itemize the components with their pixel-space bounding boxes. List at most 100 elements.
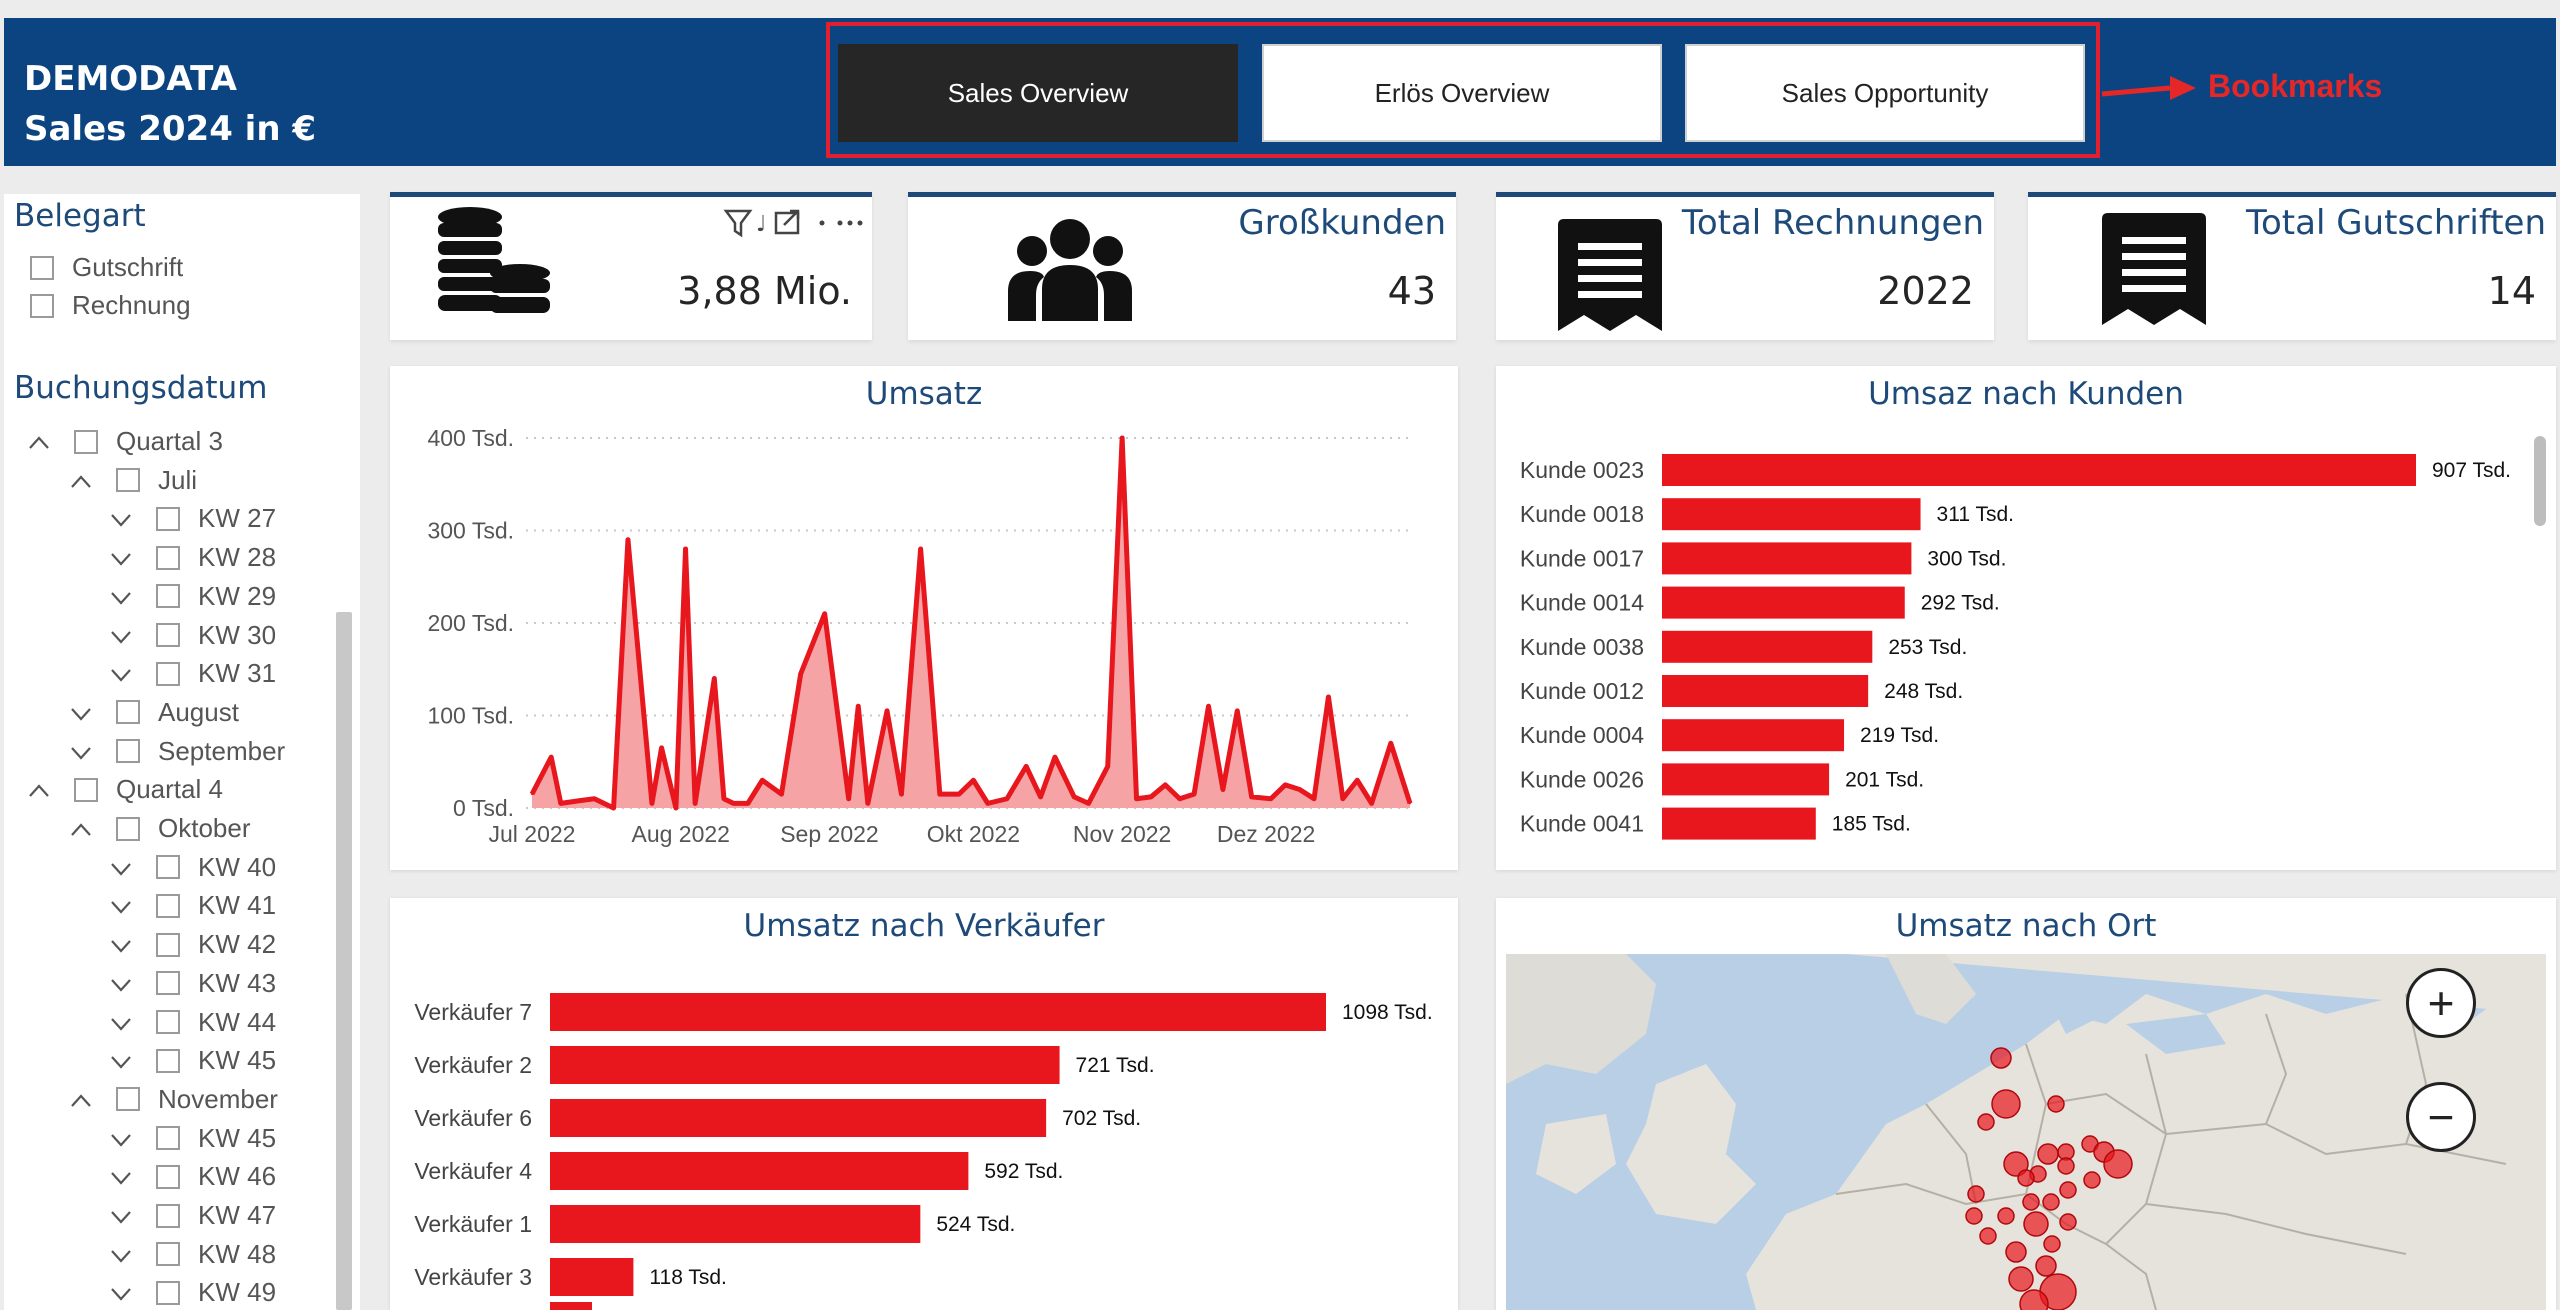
checkbox[interactable] (116, 739, 140, 764)
tree-item[interactable]: Quartal 4 (74, 774, 223, 805)
chevron-down-icon[interactable] (110, 1013, 132, 1035)
data-point (650, 802, 653, 805)
tree-item[interactable]: KW 49 (156, 1277, 276, 1308)
zoom-in-button[interactable]: + (2406, 968, 2476, 1038)
visual-header-toolbar[interactable]: ♩ (722, 205, 872, 241)
tree-item[interactable]: September (116, 736, 285, 767)
chevron-up-icon[interactable] (28, 432, 50, 454)
data-point (900, 793, 903, 796)
tree-item-label: KW 46 (198, 1161, 277, 1192)
checkbox[interactable] (74, 429, 98, 454)
bookmark-sales-opportunity[interactable]: Sales Opportunity (1685, 44, 2085, 142)
data-point (1121, 437, 1124, 439)
chevron-down-icon[interactable] (110, 664, 132, 686)
tree-item[interactable]: KW 30 (156, 620, 276, 651)
tree-item[interactable]: KW 41 (156, 890, 276, 921)
tree-item[interactable]: Juli (116, 465, 197, 496)
chevron-down-icon[interactable] (110, 509, 132, 531)
category-label: Kunde 0004 (1520, 722, 1644, 748)
data-point (938, 793, 941, 796)
checkbox[interactable] (156, 623, 180, 647)
tree-item[interactable]: KW 28 (156, 542, 276, 573)
chevron-down-icon[interactable] (110, 896, 132, 918)
checkbox[interactable] (156, 661, 180, 686)
tree-item[interactable]: KW 29 (156, 581, 276, 612)
tree-item[interactable]: KW 42 (156, 929, 276, 960)
checkbox[interactable] (156, 1280, 180, 1305)
chevron-up-icon[interactable] (70, 1090, 92, 1112)
checkbox[interactable] (156, 1203, 180, 1228)
map-bubble (1965, 1207, 1983, 1225)
checkbox[interactable] (156, 893, 180, 918)
checkbox[interactable] (156, 545, 180, 570)
chart-scrollbar[interactable] (2534, 436, 2546, 526)
chevron-down-icon[interactable] (110, 1206, 132, 1228)
tree-item[interactable]: Quartal 3 (74, 426, 223, 457)
slicer-option-gutschrift[interactable]: Gutschrift (30, 252, 183, 283)
tree-item[interactable]: KW 44 (156, 1007, 276, 1038)
bar-chart[interactable]: Verkäufer 7 1098 Tsd. Verkäufer 2 721 Tsd. V… (390, 898, 1458, 1310)
chevron-up-icon[interactable] (70, 819, 92, 841)
chevron-down-icon[interactable] (70, 742, 92, 764)
checkbox[interactable] (156, 1126, 180, 1151)
tree-item[interactable]: Oktober (116, 813, 251, 844)
bookmark-sales-overview[interactable]: Sales Overview (838, 44, 1238, 142)
chevron-up-icon[interactable] (28, 780, 50, 802)
slicer-option-rechnung[interactable]: Rechnung (30, 290, 191, 321)
tree-item[interactable]: KW 43 (156, 968, 276, 999)
checkbox[interactable] (156, 1010, 180, 1034)
bookmark-erloes-overview[interactable]: Erlös Overview (1262, 44, 1662, 142)
chevron-down-icon[interactable] (110, 858, 132, 880)
tree-item[interactable]: KW 31 (156, 658, 276, 689)
checkbox[interactable] (30, 293, 54, 318)
checkbox[interactable] (156, 1242, 180, 1267)
checkbox[interactable] (156, 506, 180, 531)
tree-item[interactable]: KW 48 (156, 1239, 276, 1270)
chevron-down-icon[interactable] (110, 548, 132, 570)
checkbox[interactable] (116, 1087, 140, 1112)
checkbox[interactable] (156, 584, 180, 609)
tree-item[interactable]: November (116, 1084, 278, 1115)
chevron-down-icon[interactable] (110, 974, 132, 996)
checkbox[interactable] (116, 700, 140, 725)
checkbox[interactable] (116, 816, 140, 841)
chevron-down-icon[interactable] (110, 1129, 132, 1151)
tree-item-label: KW 31 (198, 658, 277, 689)
checkbox[interactable] (156, 932, 180, 957)
tree-item[interactable]: KW 45 (156, 1045, 276, 1076)
chevron-down-icon[interactable] (110, 587, 132, 609)
tree-item-label: KW 29 (198, 580, 277, 611)
checkbox[interactable] (156, 1048, 180, 1073)
checkbox[interactable] (30, 255, 54, 280)
tree-item-label: Quartal 3 (116, 426, 223, 456)
bookmark-navigator: Sales Overview Erlös Overview Sales Oppo… (826, 22, 2100, 158)
checkbox[interactable] (156, 855, 180, 880)
data-point (550, 756, 553, 759)
map-canvas[interactable] (1506, 954, 2546, 1310)
slicer-panel: Belegart Gutschrift Rechnung Buchungsdat… (4, 194, 360, 1310)
data-point (578, 799, 581, 802)
chevron-down-icon[interactable] (110, 935, 132, 957)
bar-chart[interactable]: Kunde 0023 907 Tsd. Kunde 0018 311 Tsd. Kund… (1496, 366, 2556, 870)
tree-item[interactable]: KW 47 (156, 1200, 276, 1231)
chevron-down-icon[interactable] (110, 1167, 132, 1189)
chevron-up-icon[interactable] (70, 471, 92, 493)
chevron-down-icon[interactable] (110, 1051, 132, 1073)
chevron-down-icon[interactable] (110, 626, 132, 648)
chevron-down-icon[interactable] (110, 1283, 132, 1305)
tree-item[interactable]: KW 40 (156, 852, 276, 883)
slicer-scrollbar[interactable] (336, 612, 352, 1310)
chevron-down-icon[interactable] (70, 703, 92, 725)
tree-item[interactable]: KW 27 (156, 503, 276, 534)
tree-item[interactable]: KW 46 (156, 1161, 276, 1192)
checkbox[interactable] (116, 468, 140, 493)
tree-item[interactable]: KW 45 (156, 1123, 276, 1154)
data-label: 118 Tsd. (649, 1266, 726, 1289)
zoom-out-button[interactable]: − (2406, 1082, 2476, 1152)
chevron-down-icon[interactable] (110, 1245, 132, 1267)
checkbox[interactable] (156, 1164, 180, 1189)
line-chart[interactable]: 0 Tsd. 100 Tsd. 200 Tsd. 300 Tsd. 400 Tsd. Ju… (390, 366, 1458, 870)
tree-item[interactable]: August (116, 697, 239, 728)
checkbox[interactable] (156, 971, 180, 996)
checkbox[interactable] (74, 777, 98, 802)
